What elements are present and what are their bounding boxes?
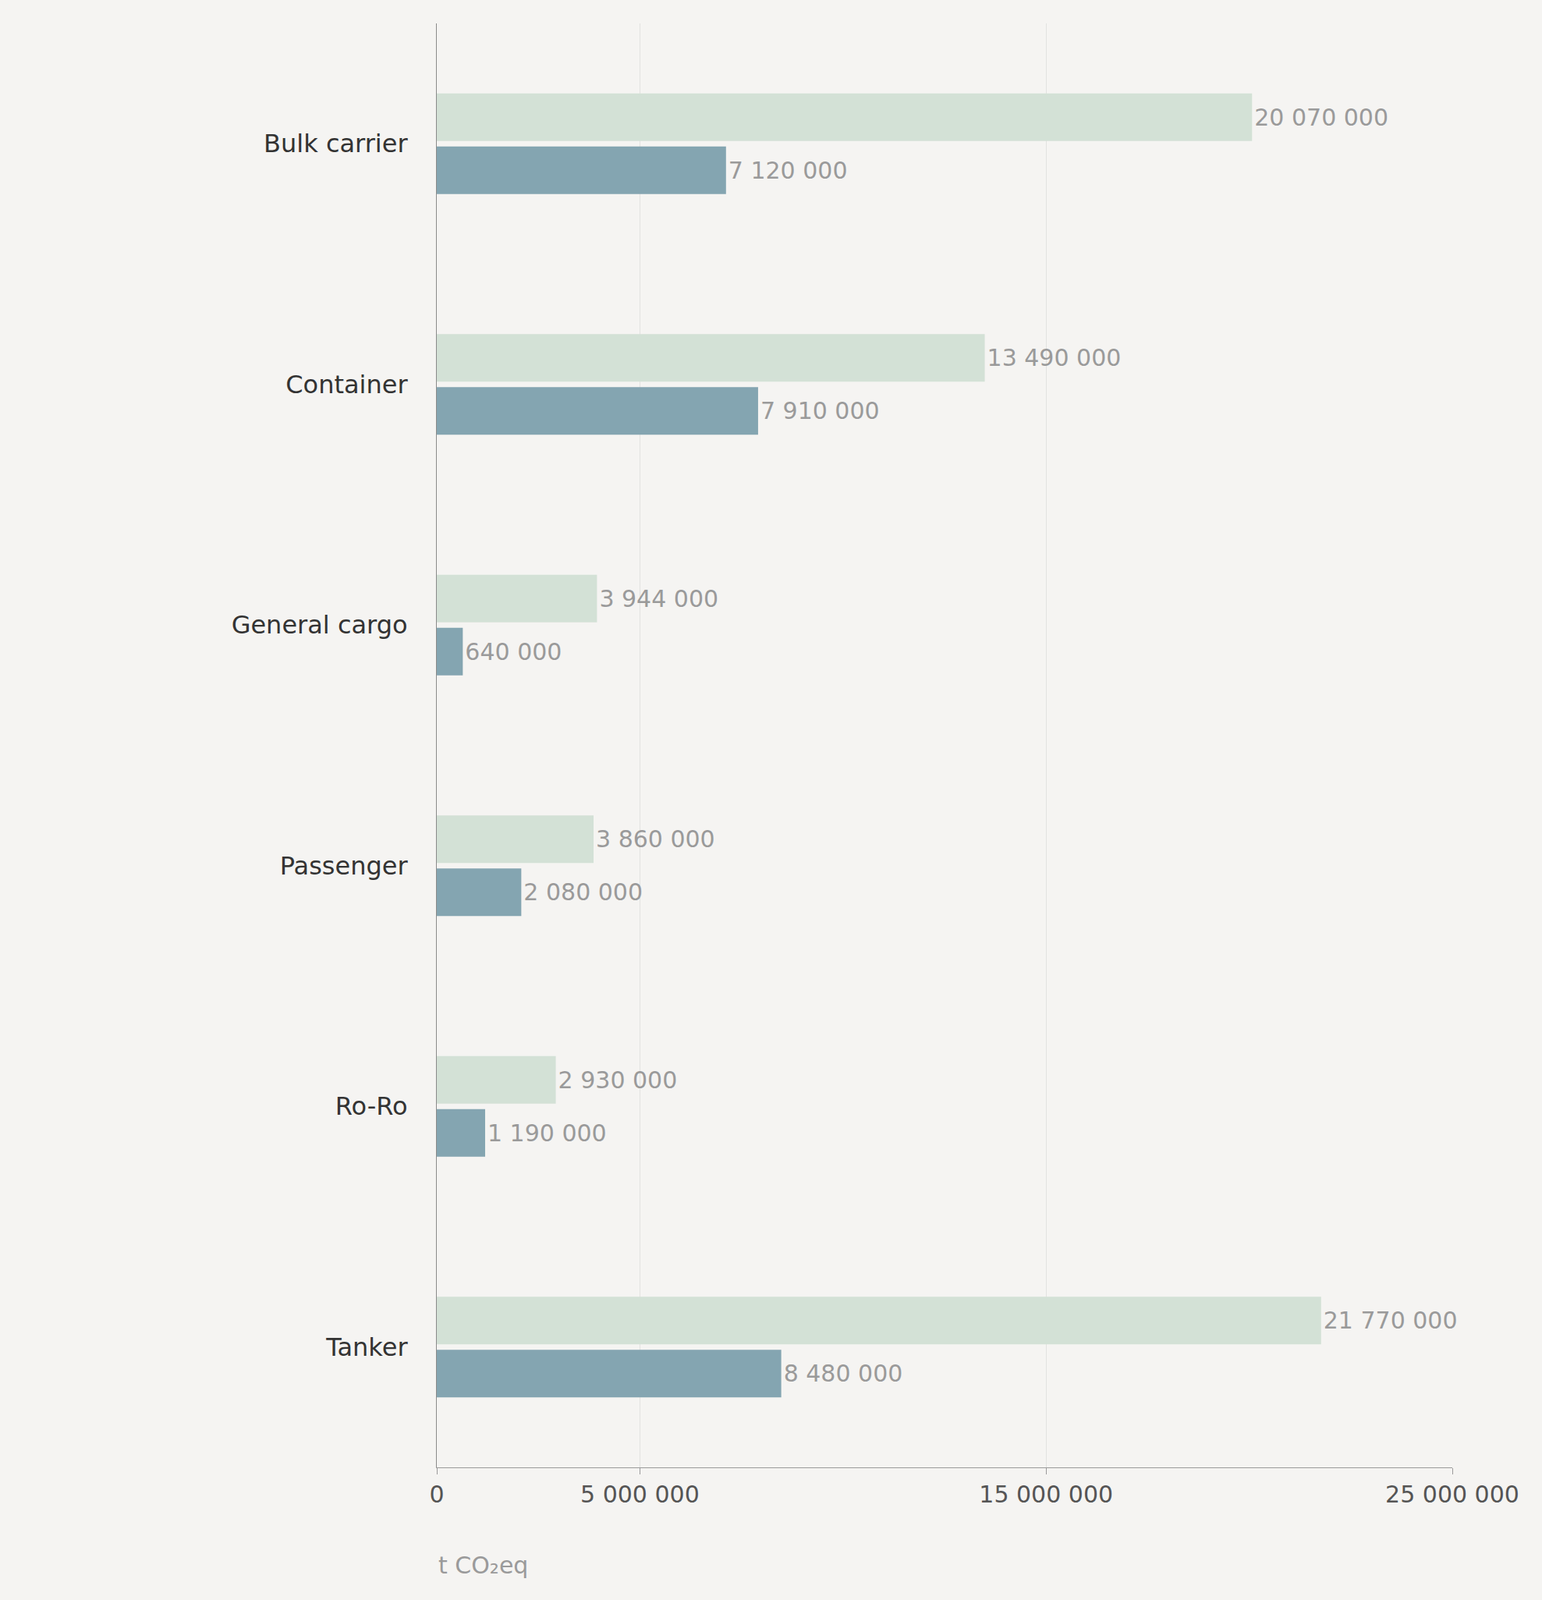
svg-text:20 070 000: 20 070 000 — [1254, 103, 1389, 132]
svg-text:15 000 000: 15 000 000 — [978, 1480, 1114, 1508]
svg-text:Passenger: Passenger — [280, 850, 409, 881]
svg-text:13 490 000: 13 490 000 — [987, 343, 1122, 372]
svg-text:25 000 000: 25 000 000 — [1385, 1480, 1520, 1508]
svg-text:8 480 000: 8 480 000 — [783, 1359, 904, 1387]
svg-text:5 000 000: 5 000 000 — [580, 1480, 700, 1508]
svg-text:1 190 000: 1 190 000 — [487, 1119, 607, 1147]
svg-text:Tanker: Tanker — [325, 1332, 408, 1362]
svg-text:2 930 000: 2 930 000 — [558, 1066, 678, 1094]
svg-text:640 000: 640 000 — [464, 638, 562, 666]
svg-text:7 120 000: 7 120 000 — [728, 156, 848, 185]
svg-text:General cargo: General cargo — [231, 609, 408, 640]
svg-text:t CO₂eq: t CO₂eq — [438, 1551, 529, 1579]
svg-text:0: 0 — [428, 1480, 444, 1508]
svg-text:Bulk carrier: Bulk carrier — [263, 128, 408, 159]
svg-text:3 860 000: 3 860 000 — [595, 825, 716, 853]
svg-text:21 770 000: 21 770 000 — [1323, 1306, 1458, 1334]
svg-text:3 944 000: 3 944 000 — [599, 584, 719, 613]
svg-text:Ro-Ro: Ro-Ro — [335, 1091, 408, 1121]
svg-text:Container: Container — [285, 369, 408, 400]
svg-text:7 910 000: 7 910 000 — [760, 397, 880, 425]
svg-text:2 080 000: 2 080 000 — [523, 878, 643, 906]
